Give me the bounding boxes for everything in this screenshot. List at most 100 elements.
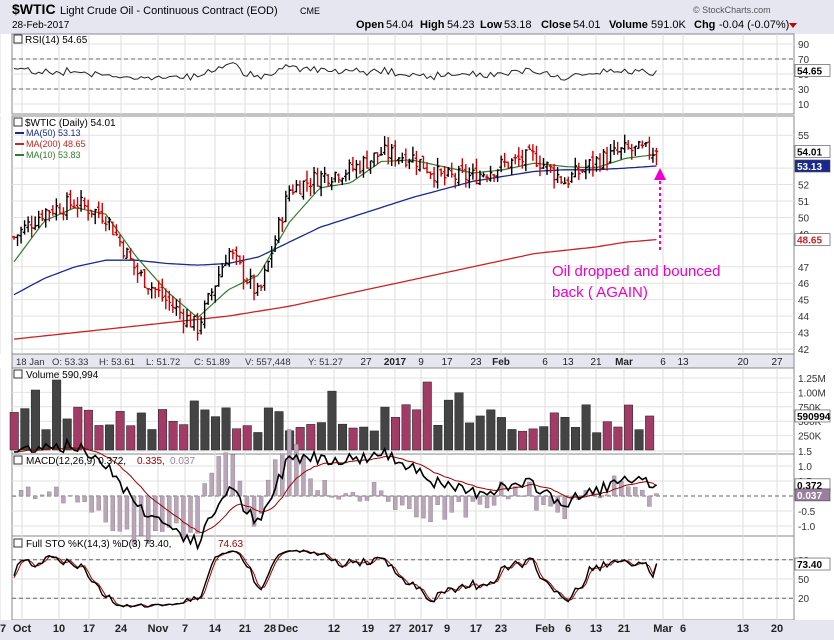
ohlc-bar — [121, 240, 126, 259]
volume-label: Volume 590,994 — [26, 370, 99, 381]
macd-hist-bar — [633, 486, 638, 497]
ohlc-bar — [541, 158, 546, 169]
ohlc-bar — [65, 192, 69, 221]
volume-bar — [348, 427, 358, 451]
macd-hist-bar — [40, 494, 45, 497]
volume-bar — [338, 423, 348, 451]
macd-collapse-icon[interactable] — [13, 455, 23, 465]
x-axis-label: 24 — [115, 623, 128, 635]
ohlc-bar — [644, 141, 648, 147]
rsi-label: RSI(14) 54.65 — [25, 35, 88, 46]
ohlc-bar — [266, 260, 270, 273]
ohlc-bar — [227, 248, 232, 267]
volume-bar — [189, 400, 199, 451]
high-value: 54.23 — [447, 19, 475, 31]
sto-tick: 20 — [798, 594, 810, 605]
close-label: Close — [541, 19, 571, 31]
ohlc-bar — [206, 292, 210, 305]
volume-bar — [242, 425, 252, 451]
volume-bar — [465, 422, 475, 451]
close-value: 54.01 — [573, 19, 601, 31]
volume-bar — [380, 406, 390, 451]
x-axis: Oct 10 17 24 Nov 7 14 21 28 Dec 12 19 27 2017 9 17 23 Feb… — [0, 623, 783, 635]
info-high: H: 53.61 — [99, 357, 135, 368]
ohlc-bar — [82, 197, 87, 210]
price-tick: 50 — [798, 213, 810, 224]
macd-tick: 1.0 — [798, 462, 812, 473]
volume-bar — [327, 390, 337, 451]
strip-axis-label: 13 — [677, 357, 689, 368]
ohlc-bar — [531, 144, 535, 161]
high-label: High — [420, 19, 445, 31]
ohlc-bar — [269, 245, 274, 268]
ohlc-bar — [506, 161, 510, 170]
info-close: C: 51.89 — [194, 357, 230, 368]
ohlc-bar — [276, 217, 281, 244]
volume-bar — [126, 425, 136, 451]
rsi-collapse-icon[interactable] — [13, 34, 23, 44]
ohlc-bar — [188, 312, 193, 328]
strip-axis-label: 6 — [660, 357, 666, 368]
strip-axis-label: 17 — [441, 357, 453, 368]
ohlc-bar — [294, 180, 299, 193]
macd-hist-bar — [174, 495, 179, 524]
ohlc-bar — [47, 209, 52, 222]
ohlc-bar — [86, 199, 90, 221]
sto-collapse-icon[interactable] — [13, 538, 23, 548]
volume-bar — [115, 411, 125, 451]
ohlc-bar — [209, 288, 214, 301]
ohlc-bar — [156, 280, 161, 298]
ohlc-bar — [135, 262, 140, 283]
badge-sto: 73.40 — [797, 560, 822, 571]
volume-bar — [507, 429, 517, 451]
ohlc-bar — [478, 170, 482, 186]
volume-bar — [94, 425, 104, 451]
ohlc-bar — [577, 162, 581, 180]
volume-bar — [295, 427, 305, 451]
chg-label: Chg — [694, 19, 715, 31]
price-tick: 43 — [798, 329, 810, 340]
price-collapse-icon[interactable] — [13, 117, 23, 127]
macd-hist-bar — [209, 472, 214, 497]
bar-info-strip: 18 Jan O: 53.33 H: 53.61 L: 51.72 C: 51.… — [16, 357, 343, 368]
ohlc-bar — [199, 316, 203, 335]
volume-bar — [422, 381, 432, 451]
ohlc-bar — [626, 140, 631, 150]
ohlc-bar — [336, 173, 341, 184]
ohlc-bar — [322, 166, 327, 184]
ohlc-bar — [612, 140, 616, 155]
ohlc-bar — [344, 169, 348, 182]
ohlc-bar — [354, 159, 359, 179]
macd-label-main: MACD(12,26,9) 0.372, — [26, 456, 126, 467]
macd-hist-bar — [251, 495, 257, 527]
badge-ma50: 53.13 — [797, 162, 822, 173]
ohlc-bar — [411, 146, 415, 163]
x-axis-label: 21 — [239, 623, 251, 635]
ohlc-bar — [516, 147, 521, 167]
ohlc-bar — [72, 199, 76, 209]
macd-hist-bar — [202, 483, 207, 497]
ohlc-bar — [308, 178, 313, 197]
ohlc-bar — [629, 143, 634, 160]
rsi-tick: 70 — [798, 55, 810, 66]
macd-hist-bar — [195, 495, 200, 534]
volume-bar — [592, 432, 602, 451]
ohlc-bar — [453, 172, 458, 189]
ohlc-bar — [128, 247, 133, 260]
volume-collapse-icon[interactable] — [13, 369, 23, 379]
ohlc-bar — [61, 207, 66, 221]
macd-hist-bar — [647, 495, 652, 507]
ohlc-bar — [393, 140, 398, 167]
ohlc-bar — [608, 144, 613, 164]
ohlc-bar — [259, 284, 263, 291]
ohlc-bar — [471, 163, 475, 180]
macd-hist-bar — [322, 480, 327, 497]
ohlc-bar — [368, 160, 373, 174]
volume-bar — [210, 416, 220, 451]
macd-hist-bar — [96, 495, 101, 511]
ohlc-bar — [566, 176, 571, 188]
price-tick: 55 — [798, 131, 810, 142]
grid-lines — [0, 34, 794, 620]
macd-hist-bar — [61, 495, 66, 504]
volume-bar — [168, 420, 178, 451]
